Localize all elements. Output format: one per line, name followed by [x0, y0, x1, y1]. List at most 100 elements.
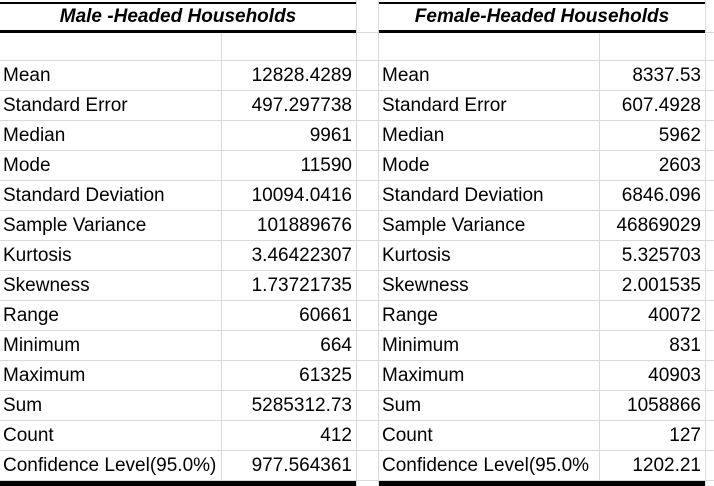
stat-label-cell[interactable]: Standard Error	[0, 91, 222, 120]
empty-cell[interactable]	[222, 33, 356, 60]
stat-label-cell[interactable]: Mean	[379, 61, 600, 90]
grid-filler-cell	[357, 181, 378, 211]
stat-label-cell[interactable]: Count	[379, 421, 600, 450]
grid-filler-cell	[357, 301, 378, 331]
stat-value-cell[interactable]: 831	[669, 334, 701, 356]
grid-filler-cell	[706, 151, 714, 181]
stat-label-cell[interactable]: Count	[0, 421, 222, 450]
stat-label-cell[interactable]: Mode	[0, 151, 222, 180]
stat-value-cell[interactable]: 46869029	[616, 214, 701, 236]
stat-value-cell[interactable]: 8337.53	[632, 64, 701, 86]
stat-label-cell[interactable]: Sum	[379, 391, 600, 420]
stat-label-cell[interactable]: Sample Variance	[0, 211, 222, 240]
table-row: Minimum 664	[0, 331, 356, 361]
stat-value-cell[interactable]: 9961	[309, 124, 352, 146]
stat-value-cell[interactable]: 12828.4289	[251, 64, 352, 86]
grid-filler-cell	[357, 421, 378, 451]
grid-filler-cell	[706, 181, 714, 211]
table-row: Skewness 2.001535	[379, 271, 705, 301]
empty-cell[interactable]	[379, 33, 600, 60]
table-row: Mode 2603	[379, 151, 705, 181]
stat-label-cell[interactable]: Median	[0, 121, 222, 150]
stat-value-cell[interactable]: 40072	[648, 304, 701, 326]
stat-value-cell[interactable]: 5962	[658, 124, 701, 146]
grid-filler-cell	[706, 451, 714, 481]
stat-label-cell[interactable]: Median	[379, 121, 600, 150]
stat-label-cell[interactable]: Maximum	[379, 361, 600, 390]
grid-filler-cell	[706, 211, 714, 241]
stat-value-cell[interactable]: 10094.0416	[251, 184, 352, 206]
male-table-rows: Mean 12828.4289 Standard Error 497.29773…	[0, 61, 356, 481]
stat-value-cell[interactable]: 1202.21	[632, 454, 701, 476]
empty-cell[interactable]	[600, 33, 705, 60]
table-row: Sample Variance 46869029	[379, 211, 705, 241]
stat-label-cell[interactable]: Range	[379, 301, 600, 330]
stat-label-cell[interactable]: Kurtosis	[379, 241, 600, 270]
grid-filler-cell	[357, 271, 378, 301]
stat-value-cell[interactable]: 2603	[658, 154, 701, 176]
table-row: Mode 11590	[0, 151, 356, 181]
grid-filler-cell	[357, 91, 378, 121]
stat-label-cell[interactable]: Range	[0, 301, 222, 330]
grid-filler-cell	[706, 121, 714, 151]
stat-label-cell[interactable]: Minimum	[379, 331, 600, 360]
table-row: Minimum 831	[379, 331, 705, 361]
stat-value-cell[interactable]: 977.564361	[251, 454, 352, 476]
table-row: Standard Error 607.4928	[379, 91, 705, 121]
grid-filler-cell	[706, 33, 714, 61]
stat-value-cell[interactable]: 664	[320, 334, 352, 356]
empty-cell[interactable]	[0, 33, 222, 60]
table-row: Median 5962	[379, 121, 705, 151]
stat-label-cell[interactable]: Skewness	[379, 271, 600, 300]
stat-value-cell[interactable]: 2.001535	[621, 274, 701, 296]
stat-label-cell[interactable]: Kurtosis	[0, 241, 222, 270]
stat-label-cell[interactable]: Sample Variance	[379, 211, 600, 240]
stat-value-cell[interactable]: 5.325703	[621, 244, 701, 266]
stat-value-cell[interactable]: 497.297738	[251, 94, 352, 116]
stat-label-cell[interactable]: Sum	[0, 391, 222, 420]
table-row: Count 412	[0, 421, 356, 451]
table-row: Confidence Level(95.0% 1202.21	[379, 451, 705, 481]
stat-label-cell[interactable]: Standard Deviation	[0, 181, 222, 210]
stat-value-cell[interactable]: 61325	[299, 364, 352, 386]
stat-value-cell[interactable]: 6846.096	[621, 184, 701, 206]
table-row: Confidence Level(95.0%) 977.564361	[0, 451, 356, 481]
grid-filler-cell	[357, 33, 378, 61]
female-table-header-cell[interactable]: Female-Headed Households	[379, 2, 705, 33]
stat-label-cell[interactable]: Standard Error	[379, 91, 600, 120]
stat-value-cell[interactable]: 3.46422307	[251, 244, 352, 266]
stat-value-cell[interactable]: 607.4928	[621, 94, 701, 116]
stat-value-cell[interactable]: 1.73721735	[251, 274, 352, 296]
stat-value-cell[interactable]: 101889676	[256, 214, 352, 236]
grid-filler-cell	[706, 421, 714, 451]
stat-label-cell[interactable]: Mean	[0, 61, 222, 90]
stat-value-cell[interactable]: 40903	[648, 364, 701, 386]
table-row: Kurtosis 5.325703	[379, 241, 705, 271]
stat-value-cell[interactable]: 5285312.73	[251, 394, 352, 416]
grid-filler-cell	[706, 241, 714, 271]
grid-filler-cell	[357, 361, 378, 391]
grid-filler-cell	[357, 121, 378, 151]
grid-filler-cell	[706, 91, 714, 121]
stat-label-cell[interactable]: Confidence Level(95.0%)	[0, 451, 222, 480]
stat-label-cell[interactable]: Maximum	[0, 361, 222, 390]
stat-value-cell[interactable]: 412	[320, 424, 352, 446]
stat-value-cell[interactable]: 60661	[299, 304, 352, 326]
stat-value-cell[interactable]: 127	[669, 424, 701, 446]
female-households-table: Female-Headed Households Mean 8337.53 St…	[379, 0, 706, 486]
table-row: Median 9961	[0, 121, 356, 151]
stat-label-cell[interactable]: Mode	[379, 151, 600, 180]
stat-label-cell[interactable]: Confidence Level(95.0%	[379, 451, 600, 480]
grid-filler-cell	[357, 241, 378, 271]
stat-value-cell[interactable]: 1058866	[627, 394, 701, 416]
female-table-title: Female-Headed Households	[414, 6, 670, 27]
male-table-header-cell[interactable]: Male -Headed Households	[0, 2, 356, 33]
male-table-title: Male -Headed Households	[59, 6, 297, 27]
table-row: Standard Deviation 6846.096	[379, 181, 705, 211]
table-row: Range 60661	[0, 301, 356, 331]
stat-label-cell[interactable]: Standard Deviation	[379, 181, 600, 210]
stat-label-cell[interactable]: Skewness	[0, 271, 222, 300]
stat-value-cell[interactable]: 11590	[300, 154, 352, 176]
stat-label-cell[interactable]: Minimum	[0, 331, 222, 360]
